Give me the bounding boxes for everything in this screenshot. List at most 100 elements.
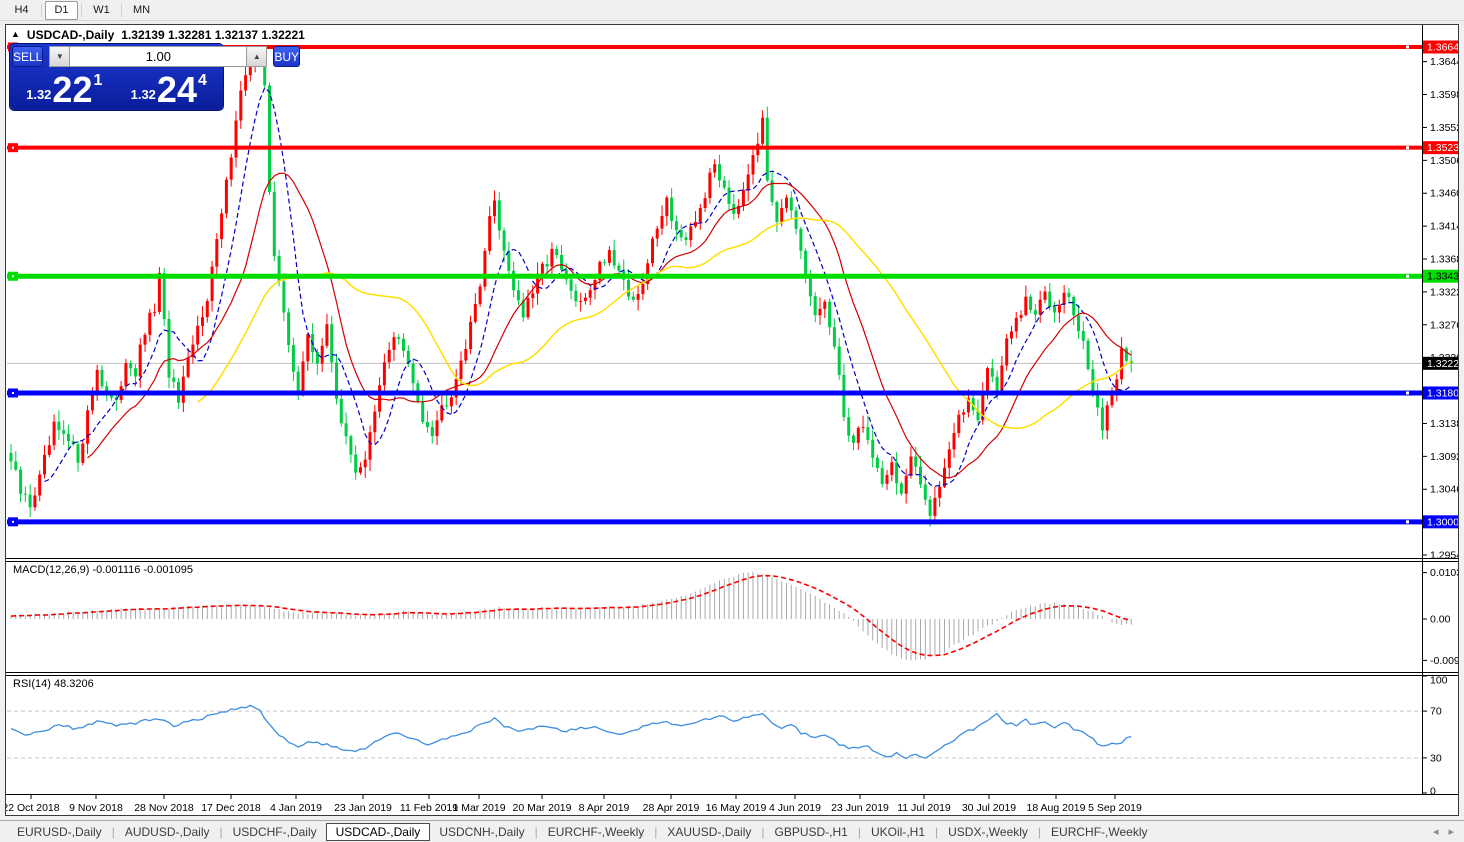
volume-control: ▼ ▲ <box>49 46 268 67</box>
sell-button[interactable]: SELL <box>12 46 44 67</box>
trade-panel-price-row: 1.32 22 1 1.32 24 4 <box>12 68 221 109</box>
current-price-chip <box>1423 356 1458 370</box>
svg-text:5 Sep 2019: 5 Sep 2019 <box>1088 802 1142 814</box>
svg-text:30 Jul 2019: 30 Jul 2019 <box>962 802 1016 814</box>
macd-pane <box>10 571 1132 661</box>
svg-text:100: 100 <box>1430 675 1448 687</box>
svg-text:22 Oct 2018: 22 Oct 2018 <box>6 802 60 814</box>
sell-price-sup: 1 <box>93 72 103 89</box>
chart-tab-usdx-weekly[interactable]: USDX-,Weekly <box>948 824 1028 839</box>
sell-price-big: 22 <box>52 69 93 110</box>
chart-tab-eurchf-weekly[interactable]: EURCHF-,Weekly <box>1051 824 1148 839</box>
chart-tab-xauusd-daily[interactable]: XAUUSD-,Daily <box>667 824 752 839</box>
svg-text:28 Nov 2018: 28 Nov 2018 <box>134 802 194 814</box>
svg-text:28 Apr 2019: 28 Apr 2019 <box>643 802 700 814</box>
collapse-panel-icon[interactable]: ▲ <box>11 29 20 39</box>
svg-text:11 Feb 2019: 11 Feb 2019 <box>400 802 458 814</box>
svg-text:1.35980: 1.35980 <box>1430 89 1458 101</box>
rsi-indicator-label: RSI(14) 48.3206 <box>13 678 94 690</box>
svg-text:1.31806: 1.31806 <box>1427 387 1458 399</box>
svg-text:20 Mar 2019: 20 Mar 2019 <box>513 802 572 814</box>
hline-price-chip <box>1423 141 1458 155</box>
hline-right-handle[interactable] <box>1406 274 1409 278</box>
time-axis[interactable]: 22 Oct 2018 9 Nov 2018 28 Nov 2018 17 Dec 2… <box>6 794 1142 814</box>
sell-price-display[interactable]: 1.32 22 1 <box>12 68 117 109</box>
svg-text:1.30920: 1.30920 <box>1430 451 1458 463</box>
hline-price-chip <box>1423 515 1458 529</box>
chart-tab-eurchf-weekly[interactable]: EURCHF-,Weekly <box>547 824 645 839</box>
rsi-line <box>10 704 1132 760</box>
hline-right-handle[interactable] <box>1406 391 1409 395</box>
buy-price-sup: 4 <box>197 72 207 89</box>
chart-tab-audusd-daily[interactable]: AUDUSD-,Daily <box>124 824 210 839</box>
tab-divider: | <box>654 824 658 839</box>
buy-price-display[interactable]: 1.32 24 4 <box>117 68 222 109</box>
svg-text:1.34600: 1.34600 <box>1430 188 1458 200</box>
tab-divider: | <box>219 824 223 839</box>
toolbar-separator <box>121 3 122 17</box>
price-chart-canvas[interactable]: 1.36440 1.35980 1.35520 1.35060 1.34600 1.341… <box>6 25 1458 815</box>
main-price-pane <box>7 42 1422 527</box>
chart-tab-bar: EURUSD-,Daily | AUDUSD-,Daily | USDCHF-,Dail… <box>0 820 1464 842</box>
volume-input[interactable] <box>70 46 247 67</box>
timeframe-button-d1[interactable]: D1 <box>45 0 78 20</box>
macd-indicator-label: MACD(12,26,9) -0.001116 -0.001095 <box>13 564 193 576</box>
svg-text:1.35237: 1.35237 <box>1427 142 1458 154</box>
svg-text:1.31380: 1.31380 <box>1430 418 1458 430</box>
svg-text:1.33439: 1.33439 <box>1427 271 1458 283</box>
tab-divider: | <box>761 824 765 839</box>
hline-price-chip <box>1423 386 1458 400</box>
svg-text:1.34140: 1.34140 <box>1430 221 1458 233</box>
svg-text:0.010311: 0.010311 <box>1430 567 1458 579</box>
hline-right-handle[interactable] <box>1406 146 1409 150</box>
svg-text:1.32221: 1.32221 <box>1427 358 1458 370</box>
chart-symbol-title: USDCAD-,Daily <box>26 28 115 42</box>
chart-tab-usdcad-daily[interactable]: USDCAD-,Daily <box>325 822 431 841</box>
timeframe-toolbar: H4 D1 W1 MN <box>0 0 1464 21</box>
timeframe-button-mn[interactable]: MN <box>132 4 151 16</box>
chart-tab-usdchf-daily[interactable]: USDCHF-,Daily <box>232 824 317 839</box>
toolbar-separator <box>81 3 82 17</box>
chart-tab-gbpusd-h1[interactable]: GBPUSD-,H1 <box>774 824 848 839</box>
tab-divider: | <box>534 824 538 839</box>
buy-button[interactable]: BUY <box>273 46 301 67</box>
chart-header: ▲ USDCAD-,Daily 1.32139 1.32281 1.32137 … <box>11 28 305 42</box>
svg-text:1.33220: 1.33220 <box>1430 286 1458 298</box>
svg-text:9 Nov 2018: 9 Nov 2018 <box>69 802 123 814</box>
svg-text:-0.009203: -0.009203 <box>1430 655 1458 667</box>
buy-price-prefix: 1.32 <box>130 87 156 102</box>
svg-text:18 Aug 2019: 18 Aug 2019 <box>1027 802 1086 814</box>
tab-scroll-left-icon[interactable]: ◂ <box>1432 826 1439 838</box>
svg-text:70: 70 <box>1430 706 1442 718</box>
chart-tab-usdcnh-daily[interactable]: USDCNH-,Daily <box>439 824 525 839</box>
rsi-pane <box>7 704 1422 760</box>
tab-scroll-right-icon[interactable]: ▸ <box>1448 826 1454 838</box>
tab-divider: | <box>111 824 115 839</box>
chart-tab-eurusd-daily[interactable]: EURUSD-,Daily <box>17 824 102 839</box>
svg-text:1.30004: 1.30004 <box>1427 516 1458 528</box>
tab-divider: | <box>1037 824 1042 839</box>
svg-text:1.36645: 1.36645 <box>1427 42 1458 54</box>
svg-text:0.00: 0.00 <box>1430 614 1451 626</box>
svg-text:4 Jun 2019: 4 Jun 2019 <box>769 802 821 814</box>
svg-text:1.35060: 1.35060 <box>1430 155 1458 167</box>
toolbar-separator <box>41 3 42 17</box>
svg-text:11 Jul 2019: 11 Jul 2019 <box>897 802 951 814</box>
hline-price-chip <box>1423 40 1458 54</box>
volume-increase-button[interactable]: ▲ <box>246 46 268 67</box>
candles-layer <box>9 46 1133 527</box>
svg-text:17 Dec 2018: 17 Dec 2018 <box>201 802 261 814</box>
svg-text:4 Jan 2019: 4 Jan 2019 <box>270 802 322 814</box>
timeframe-button-h4[interactable]: H4 <box>14 4 29 16</box>
hline-right-handle[interactable] <box>1406 520 1409 524</box>
hline-right-handle[interactable] <box>1406 45 1409 49</box>
price-axis[interactable]: 1.36440 1.35980 1.35520 1.35060 1.34600 1.341… <box>1422 40 1458 798</box>
timeframe-button-w1[interactable]: W1 <box>93 4 110 16</box>
chart-tab-ukoil-h1[interactable]: UKOil-,H1 <box>870 824 925 839</box>
trade-panel-top-row: SELL ▼ ▲ BUY <box>12 46 301 67</box>
buy-price-big: 24 <box>156 69 197 110</box>
volume-decrease-button[interactable]: ▼ <box>49 46 71 67</box>
sell-price-prefix: 1.32 <box>26 87 52 102</box>
svg-text:0: 0 <box>1430 786 1436 798</box>
